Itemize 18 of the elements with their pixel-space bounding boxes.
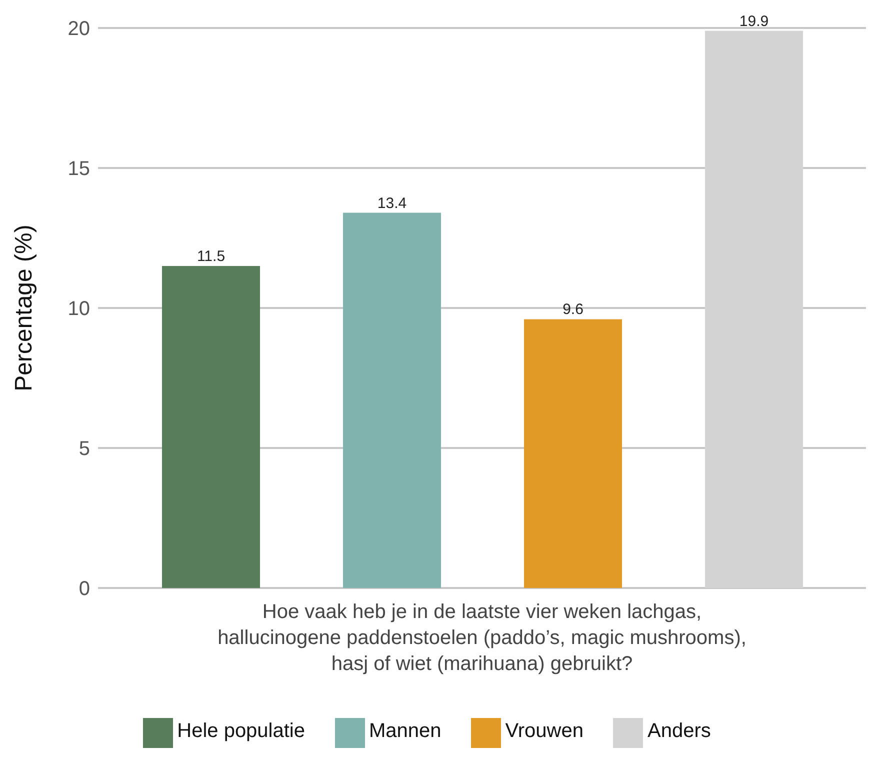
x-axis-title: Hoe vaak heb je in de laatste vier weken lachgas, hallucinogene paddenstoelen (paddo’s, magic mushrooms), hasj of wiet (marihuana) gebruikt? [218,601,746,675]
y-tick-label: 0 [78,578,90,600]
bar [343,212,441,588]
y-tick-label: 5 [78,438,90,460]
data-label: 9.6 [562,301,584,318]
y-axis-title: Percentage (%) [10,224,38,392]
y-tick-label: 10 [68,298,90,320]
legend-label: Mannen [369,720,442,742]
bar [524,319,622,588]
data-label: 19.9 [739,12,769,30]
y-tick-label: 20 [68,18,90,40]
data-label: 13.4 [377,194,407,212]
legend-label: Hele populatie [177,720,305,742]
bar [162,266,260,588]
y-tick-label: 15 [68,158,90,180]
legend-label: Anders [647,720,711,742]
data-label: 11.5 [196,248,226,265]
legend-label: Vrouwen [505,720,584,742]
